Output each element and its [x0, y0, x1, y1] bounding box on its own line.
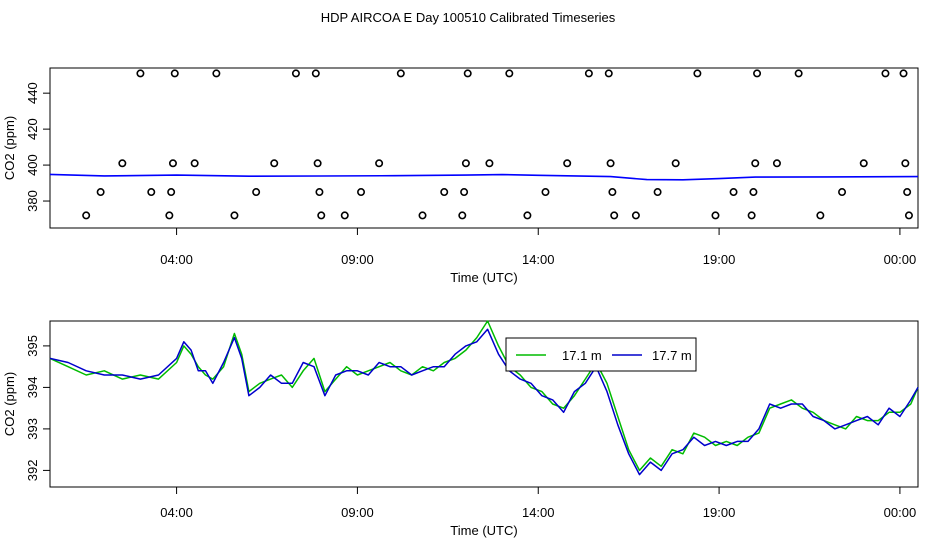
y-tick-label: 420 [25, 118, 40, 140]
scatter-point [136, 69, 145, 78]
scatter-point [190, 159, 199, 168]
x-tick-label: 04:00 [160, 252, 193, 267]
scatter-point [505, 69, 514, 78]
scatter-point [313, 159, 322, 168]
y-tick-label: 400 [25, 154, 40, 176]
scatter-point [901, 159, 910, 168]
scatter-point [463, 69, 472, 78]
scatter-point [252, 188, 261, 197]
scatter-point [230, 211, 239, 220]
panel1-frame [49, 67, 919, 229]
y-tick-label: 395 [25, 335, 40, 357]
scatter-point [461, 159, 470, 168]
legend-label-17-7m: 17.7 m [652, 348, 692, 363]
panel2-x-axis: 04:00 09:00 14:00 19:00 00:00 [160, 487, 916, 520]
scatter-point [167, 188, 176, 197]
scatter-point [523, 211, 532, 220]
scatter-point [899, 69, 908, 78]
x-tick-label: 19:00 [703, 252, 736, 267]
x-tick-label: 00:00 [884, 505, 917, 520]
scatter-point [440, 188, 449, 197]
legend-label-17-1m: 17.1 m [562, 348, 602, 363]
scatter-point [610, 211, 619, 220]
scatter-point [711, 211, 720, 220]
panel2-y-axis: 392 393 394 395 [25, 335, 50, 481]
scatter-point [375, 159, 384, 168]
x-tick-label: 04:00 [160, 505, 193, 520]
scatter-point [357, 188, 366, 197]
scatter-point [653, 188, 662, 197]
scatter-point [165, 211, 174, 220]
series-line [49, 173, 919, 181]
scatter-point [396, 69, 405, 78]
scatter-point [315, 188, 324, 197]
scatter-point [753, 69, 762, 78]
scatter-point [606, 159, 615, 168]
panel2-data [49, 320, 919, 476]
y-tick-label: 393 [25, 418, 40, 440]
panel1-x-axis: 04:00 09:00 14:00 19:00 00:00 [160, 228, 916, 267]
scatter-point [118, 159, 127, 168]
series-line-17-1m [49, 320, 919, 472]
x-tick-label: 14:00 [522, 252, 555, 267]
panel2-frame [49, 320, 919, 488]
scatter-point [485, 159, 494, 168]
scatter-point [608, 188, 617, 197]
scatter-point [859, 159, 868, 168]
scatter-point [749, 188, 758, 197]
scatter-point [881, 69, 890, 78]
scatter-point [563, 159, 572, 168]
scatter-point [460, 188, 469, 197]
scatter-point [584, 69, 593, 78]
scatter-point [631, 211, 640, 220]
scatter-point [816, 211, 825, 220]
scatter-point [96, 188, 105, 197]
scatter-point [838, 188, 847, 197]
scatter-point [772, 159, 781, 168]
x-tick-label: 19:00 [703, 505, 736, 520]
panel2-x-label: Time (UTC) [450, 523, 517, 538]
series-line-17-7m [49, 328, 919, 476]
scatter-point [311, 69, 320, 78]
panel1-x-label: Time (UTC) [450, 270, 517, 285]
scatter-point [418, 211, 427, 220]
legend: 17.1 m 17.7 m [505, 337, 697, 372]
scatter-point [212, 69, 221, 78]
panel2-y-label: CO2 (ppm) [2, 372, 17, 436]
scatter-point [147, 188, 156, 197]
scatter-point [747, 211, 756, 220]
scatter-point [729, 188, 738, 197]
scatter-point [604, 69, 613, 78]
scatter-point [541, 188, 550, 197]
panel-scatter: 04:00 09:00 14:00 19:00 00:00 380 400 420 440 T… [2, 67, 919, 285]
scatter-point [82, 211, 91, 220]
y-tick-label: 394 [25, 377, 40, 399]
scatter-point [693, 69, 702, 78]
scatter-point [671, 159, 680, 168]
scatter-point [751, 159, 760, 168]
scatter-point [904, 211, 913, 220]
scatter-point [794, 69, 803, 78]
scatter-point [291, 69, 300, 78]
x-tick-label: 09:00 [341, 252, 374, 267]
y-tick-label: 392 [25, 460, 40, 482]
x-tick-label: 09:00 [341, 505, 374, 520]
figure-title: HDP AIRCOA E Day 100510 Calibrated Times… [321, 10, 616, 25]
panel1-y-label: CO2 (ppm) [2, 116, 17, 180]
x-tick-label: 00:00 [884, 252, 917, 267]
panel1-y-axis: 380 400 420 440 [25, 82, 50, 212]
scatter-point [270, 159, 279, 168]
scatter-point [458, 211, 467, 220]
y-tick-label: 380 [25, 190, 40, 212]
x-tick-label: 14:00 [522, 505, 555, 520]
scatter-point [340, 211, 349, 220]
scatter-point [317, 211, 326, 220]
panel1-data [49, 69, 919, 220]
y-tick-label: 440 [25, 82, 40, 104]
scatter-point [903, 188, 912, 197]
panel-line: 04:00 09:00 14:00 19:00 00:00 392 393 394 395 T… [2, 320, 919, 538]
scatter-point [168, 159, 177, 168]
scatter-point [170, 69, 179, 78]
